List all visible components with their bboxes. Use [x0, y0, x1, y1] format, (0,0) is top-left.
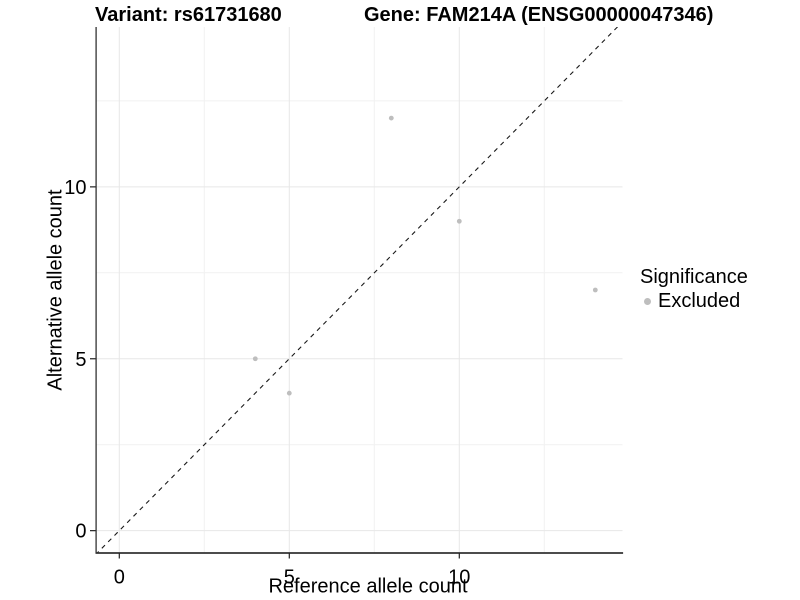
legend-item-excluded: Excluded — [644, 290, 748, 312]
panel-contents — [95, 27, 623, 553]
legend-item-label: Excluded — [658, 290, 741, 312]
x-axis-label: Reference allele count — [268, 575, 468, 598]
identity-line — [96, 27, 619, 553]
legend: Significance Excluded — [640, 266, 748, 312]
data-point — [592, 287, 598, 293]
legend-point-icon — [644, 297, 651, 305]
gene-title: Gene: FAM214A (ENSG00000047346) — [364, 4, 714, 26]
data-point — [286, 390, 292, 396]
y-tick-label: 5 — [75, 349, 86, 371]
x-tick-label: 0 — [114, 567, 125, 589]
data-point — [456, 218, 462, 224]
data-point — [388, 115, 394, 121]
data-point — [252, 356, 258, 362]
x-tick-label: 5 — [284, 567, 295, 589]
y-tick-label: 0 — [75, 521, 86, 543]
y-tick-label: 10 — [64, 177, 86, 199]
x-tick-label: 10 — [448, 567, 470, 589]
legend-title: Significance — [640, 266, 748, 288]
variant-title: Variant: rs61731680 — [95, 4, 282, 26]
plot-panel: 0 5 10 0 5 10 — [64, 27, 624, 589]
